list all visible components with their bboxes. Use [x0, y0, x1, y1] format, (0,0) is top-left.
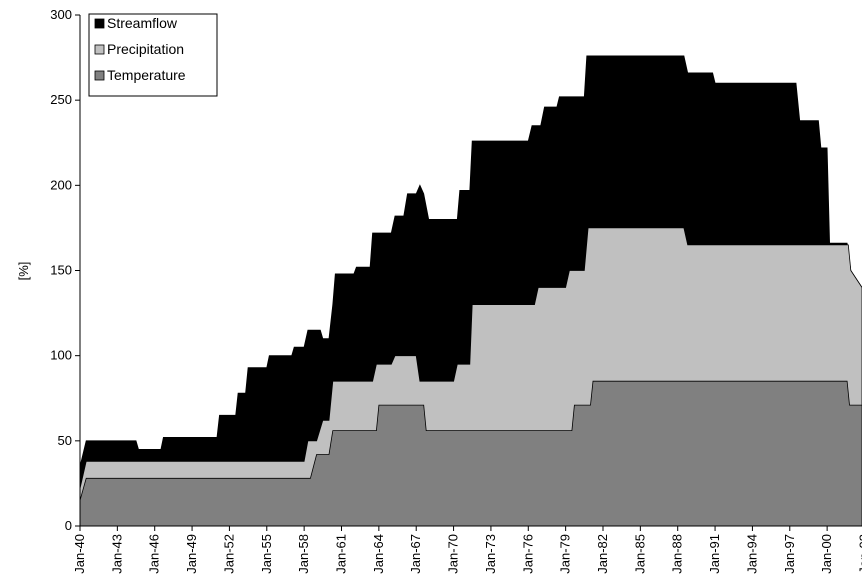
x-tick-label: Jan-73 — [483, 534, 498, 574]
x-tick-label: Jan-61 — [333, 534, 348, 574]
legend-label-temperature: Temperature — [107, 67, 186, 83]
x-tick-label: Jan-76 — [520, 534, 535, 574]
legend-swatch-precipitation — [94, 44, 105, 55]
x-tick-label: Jan-70 — [446, 534, 461, 574]
x-tick-label: Jan-58 — [296, 534, 311, 574]
y-ticks: 0 50 100 150 200 250 300 — [50, 7, 80, 533]
y-tick-label: 0 — [65, 518, 72, 533]
x-tick-label: Jan-91 — [707, 534, 722, 574]
legend-box — [88, 13, 218, 97]
legend-label-streamflow: Streamflow — [107, 15, 178, 31]
y-axis-title: [%] — [16, 262, 31, 281]
legend-swatch-temperature — [94, 70, 105, 81]
y-tick-label: 100 — [50, 348, 72, 363]
x-ticks: Jan-40 Jan-43 Jan-46 Jan-49 Jan-52 Jan-55 Jan-… — [72, 526, 862, 574]
x-tick-label: Jan-85 — [632, 534, 647, 574]
x-tick-label: Jan-55 — [259, 534, 274, 574]
x-tick-label: Jan-79 — [558, 534, 573, 574]
y-tick-label: 50 — [58, 433, 72, 448]
y-tick-label: 250 — [50, 92, 72, 107]
x-tick-label: Jan-82 — [595, 534, 610, 574]
x-tick-label: Jan-94 — [744, 534, 759, 574]
x-tick-label: Jan-88 — [670, 534, 685, 574]
series-layer — [79, 55, 862, 527]
legend-label-precipitation: Precipitation — [107, 41, 184, 57]
x-tick-label: Jan-00 — [819, 534, 834, 574]
x-tick-label: Jan-03 — [856, 534, 862, 574]
x-tick-label: Jan-52 — [221, 534, 236, 574]
x-tick-label: Jan-49 — [184, 534, 199, 574]
legend: Streamflow Precipitation Temperature — [88, 13, 218, 97]
x-tick-label: Jan-97 — [782, 534, 797, 574]
y-tick-label: 150 — [50, 263, 72, 278]
y-tick-label: 200 — [50, 177, 72, 192]
legend-swatch-streamflow — [94, 18, 105, 29]
series-area-temperature — [79, 380, 862, 527]
x-tick-label: Jan-46 — [147, 534, 162, 574]
x-tick-label: Jan-40 — [72, 534, 87, 574]
y-tick-label: 300 — [50, 7, 72, 22]
x-tick-label: Jan-64 — [371, 534, 386, 574]
x-tick-label: Jan-67 — [408, 534, 423, 574]
x-tick-label: Jan-43 — [109, 534, 124, 574]
